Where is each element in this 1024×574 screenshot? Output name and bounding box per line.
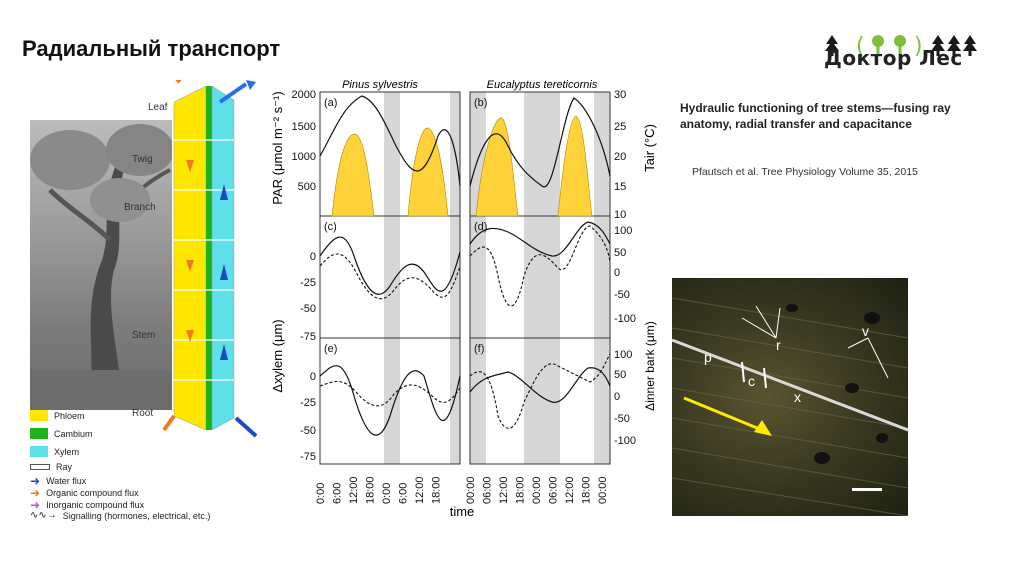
y-axis-label-right: Tair (°C) [642, 124, 657, 172]
x-tick-label: 12:00 [414, 476, 426, 504]
x-tick-label: 18:00 [515, 476, 527, 504]
legend-item: ➜ Organic compound flux [30, 486, 139, 500]
logo-trees-icon: ( ) [825, 34, 977, 59]
label-leaf: Leaf [148, 102, 168, 113]
label-branch: Branch [124, 202, 156, 213]
tick-label: 25 [614, 121, 626, 133]
panel-label: (a) [324, 97, 337, 109]
reference-authors: Pfautsch et al. Tree Physiology Volume 3… [692, 166, 918, 178]
label-twig: Twig [132, 154, 153, 165]
tick-label: -75 [300, 451, 316, 463]
tick-label: 500 [298, 181, 316, 193]
label-root: Root [132, 408, 154, 419]
tick-label: -50 [300, 303, 316, 315]
label-stem: Stem [132, 330, 156, 341]
x-tick-label: 00:00 [531, 476, 543, 504]
tree-silhouette-icon [30, 124, 174, 410]
x-tick-label: 18:00 [365, 476, 377, 504]
tick-label: 10 [614, 209, 626, 221]
x-tick-label: 6:00 [332, 483, 344, 504]
x-tick-label: 12:00 [348, 476, 360, 504]
tick-label: -25 [300, 277, 316, 289]
micro-label: p [704, 349, 712, 365]
tick-label: -100 [614, 313, 636, 325]
y-axis-label: Δxylem (μm) [270, 319, 285, 392]
legend-item: Phloem [30, 410, 85, 421]
x-tick-label: 12:00 [498, 476, 510, 504]
stem-diagram [162, 80, 258, 438]
x-tick-label: 0:00 [315, 483, 327, 504]
x-tick-label: 06:00 [482, 476, 494, 504]
legend-item: ➜ Water flux [30, 474, 87, 488]
reference-title: Hydraulic functioning of tree stems—fusi… [680, 101, 951, 131]
x-tick-label: 6:00 [398, 483, 410, 504]
x-tick-label: 18:00 [431, 476, 443, 504]
logo-text: Доктор Лес [824, 46, 963, 70]
y-axis-label: PAR (μmol m⁻² s⁻¹) [270, 91, 285, 204]
panel-label: (c) [324, 221, 337, 233]
micro-label: x [794, 389, 801, 405]
tree-photo [30, 120, 174, 410]
panel-label: (d) [474, 221, 487, 233]
tick-label: 100 [614, 225, 632, 237]
arrow-purple-icon: ➜ [30, 498, 41, 512]
tick-label: 100 [614, 349, 632, 361]
tick-label: 0 [614, 391, 620, 403]
svg-text:): ) [914, 34, 923, 59]
tick-label: -50 [300, 425, 316, 437]
tick-label: 0 [614, 267, 620, 279]
tick-label: 0 [310, 251, 316, 263]
wave-icon: ∿∿→ [30, 510, 57, 521]
x-tick-label: 18:00 [581, 476, 593, 504]
tick-label: 20 [614, 151, 626, 163]
tick-label: 0 [310, 371, 316, 383]
arrow-blue-icon: ➜ [30, 474, 41, 488]
panel-label: (e) [324, 343, 337, 355]
x-axis-label: time [450, 504, 475, 519]
legend-item: Cambium [30, 428, 93, 439]
tick-label: 50 [614, 247, 626, 259]
tick-label: -50 [614, 413, 630, 425]
tick-label: 15 [614, 181, 626, 193]
x-tick-label: 00:00 [597, 476, 609, 504]
species-label: Eucalyptus tereticornis [487, 79, 598, 91]
x-tick-label: 06:00 [548, 476, 560, 504]
legend-item: ∿∿→ Signalling (hormones, electrical, etc… [30, 510, 211, 521]
tick-label: 50 [614, 369, 626, 381]
arrow-orange-icon: ➜ [30, 486, 41, 500]
legend-item: Xylem [30, 446, 79, 457]
species-label: Pinus sylvestris [342, 79, 418, 91]
slide-title: Радиальный транспорт [22, 36, 281, 61]
panel-label: (f) [474, 343, 484, 355]
legend-item: ➜ Inorganic compound flux [30, 498, 145, 512]
tick-label: 30 [614, 89, 626, 101]
micro-label: r [776, 337, 781, 353]
chart-figure: Pinus sylvestris Eucalyptus tereticornis [262, 76, 662, 522]
tick-label: -100 [614, 435, 636, 447]
x-tick-label: 0:00 [381, 483, 393, 504]
tick-label: 1500 [292, 121, 316, 133]
micro-label: c [748, 373, 755, 389]
x-tick-label: 12:00 [564, 476, 576, 504]
tick-label: 1000 [292, 151, 316, 163]
tick-label: 2000 [292, 89, 316, 101]
panel-label: (b) [474, 97, 487, 109]
tick-label: -75 [300, 331, 316, 343]
legend-item: Ray [30, 462, 72, 472]
tick-label: -25 [300, 397, 316, 409]
svg-text:(: ( [856, 34, 865, 59]
x-tick-label: 00:00 [465, 476, 477, 504]
tick-label: -50 [614, 289, 630, 301]
micrograph-image: v r p c x [672, 278, 908, 516]
y-axis-label-right: Δinner bark (μm) [643, 321, 657, 411]
micro-label: v [862, 323, 869, 339]
